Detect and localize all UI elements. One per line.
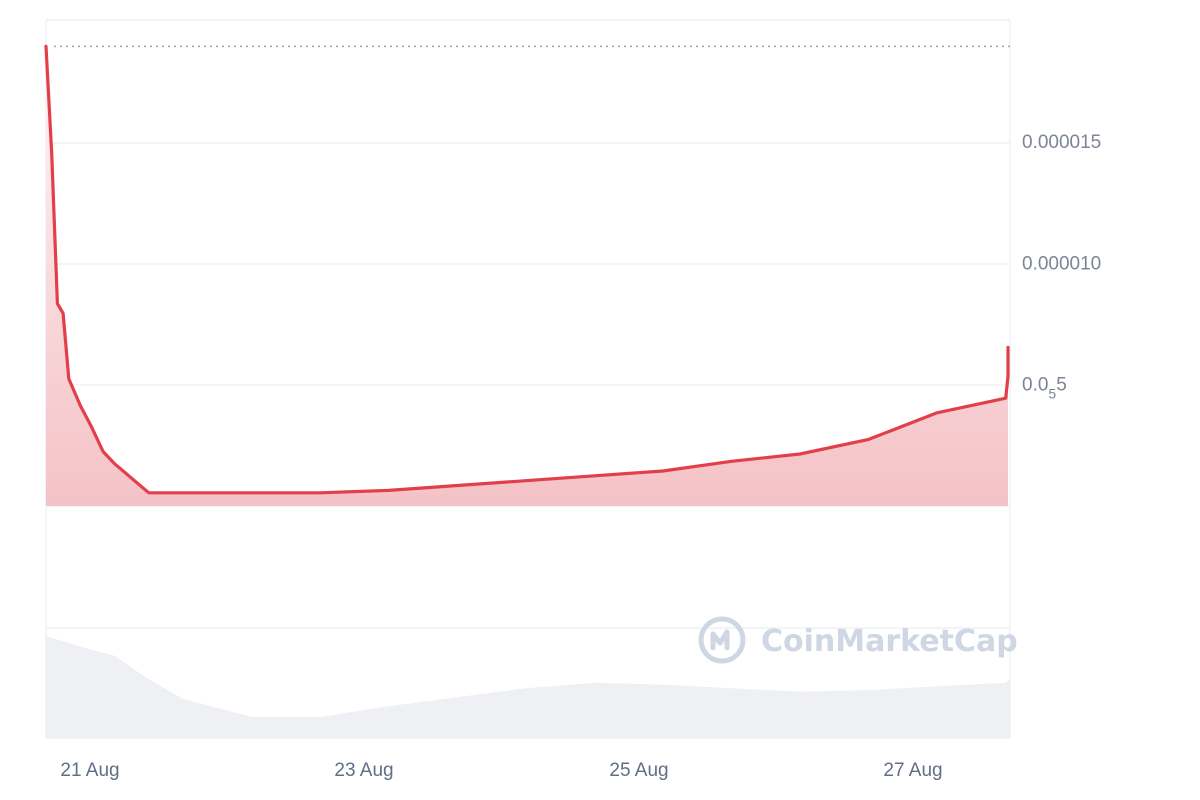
coinmarketcap-logo-icon bbox=[698, 616, 746, 664]
x-tick-label: 25 Aug bbox=[609, 760, 668, 781]
price-area bbox=[46, 46, 1008, 507]
coinmarketcap-watermark: CoinMarketCap bbox=[698, 616, 1018, 664]
y-tick-label: 0.055 bbox=[1022, 375, 1067, 402]
y-tick-label: 0.000015 bbox=[1022, 132, 1101, 153]
price-line bbox=[44, 44, 1010, 495]
x-tick-label: 21 Aug bbox=[60, 760, 119, 781]
price-area-layer bbox=[46, 46, 1008, 507]
x-tick-label: 27 Aug bbox=[883, 760, 942, 781]
volume-area-layer bbox=[46, 636, 1010, 738]
volume-area bbox=[46, 636, 1010, 738]
price-line-layer bbox=[44, 44, 1010, 495]
x-tick-label: 23 Aug bbox=[334, 760, 393, 781]
chart-frame bbox=[46, 20, 1010, 738]
watermark-text: CoinMarketCap bbox=[761, 624, 1018, 659]
y-axis-ticks: 0.000015 0.000010 0.055 bbox=[1022, 132, 1101, 402]
y-tick-label: 0.000010 bbox=[1022, 253, 1101, 274]
x-axis-ticks: 21 Aug 23 Aug 25 Aug 27 Aug bbox=[60, 760, 942, 781]
